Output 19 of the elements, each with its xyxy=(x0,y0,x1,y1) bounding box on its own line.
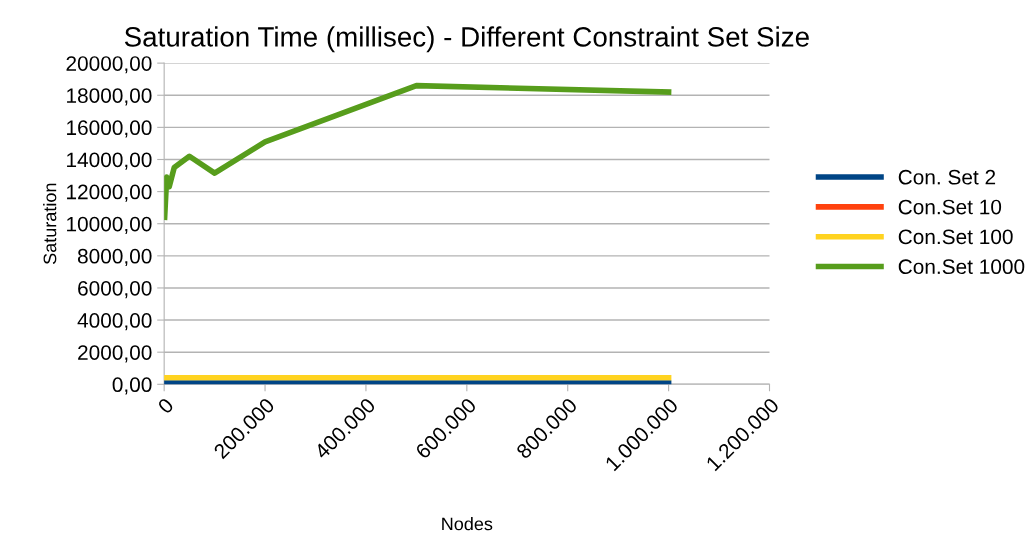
y-tick-label: 10000,00 xyxy=(67,216,152,234)
y-tick-label: 0,00 xyxy=(112,377,152,395)
legend-label: Con.Set 100 xyxy=(898,229,1013,245)
y-tick-label: 18000,00 xyxy=(67,88,152,106)
y-tick-label: 20000,00 xyxy=(66,56,152,74)
y-tick-label: 4000,00 xyxy=(77,313,152,331)
y-tick-label: 6000,00 xyxy=(78,280,152,299)
y-tick-label: 14000,00 xyxy=(67,152,152,170)
y-tick-label: 8000,00 xyxy=(77,248,152,267)
chart-title: Saturation Time (millisec) - Different Constraint Set Size xyxy=(124,26,809,53)
legend-label: Con. Set 2 xyxy=(898,169,996,185)
y-tick-label: 16000,00 xyxy=(67,120,152,138)
x-axis-title: Nodes xyxy=(442,517,493,531)
y-tick-label: 12000,00 xyxy=(67,184,152,202)
x-tick-label: 0 xyxy=(156,397,175,415)
y-axis-title: Saturation xyxy=(43,183,57,265)
y-tick-label: 2000,00 xyxy=(78,345,152,363)
legend-label: Con.Set 1000 xyxy=(898,259,1025,275)
legend-label: Con.Set 10 xyxy=(898,199,1002,215)
